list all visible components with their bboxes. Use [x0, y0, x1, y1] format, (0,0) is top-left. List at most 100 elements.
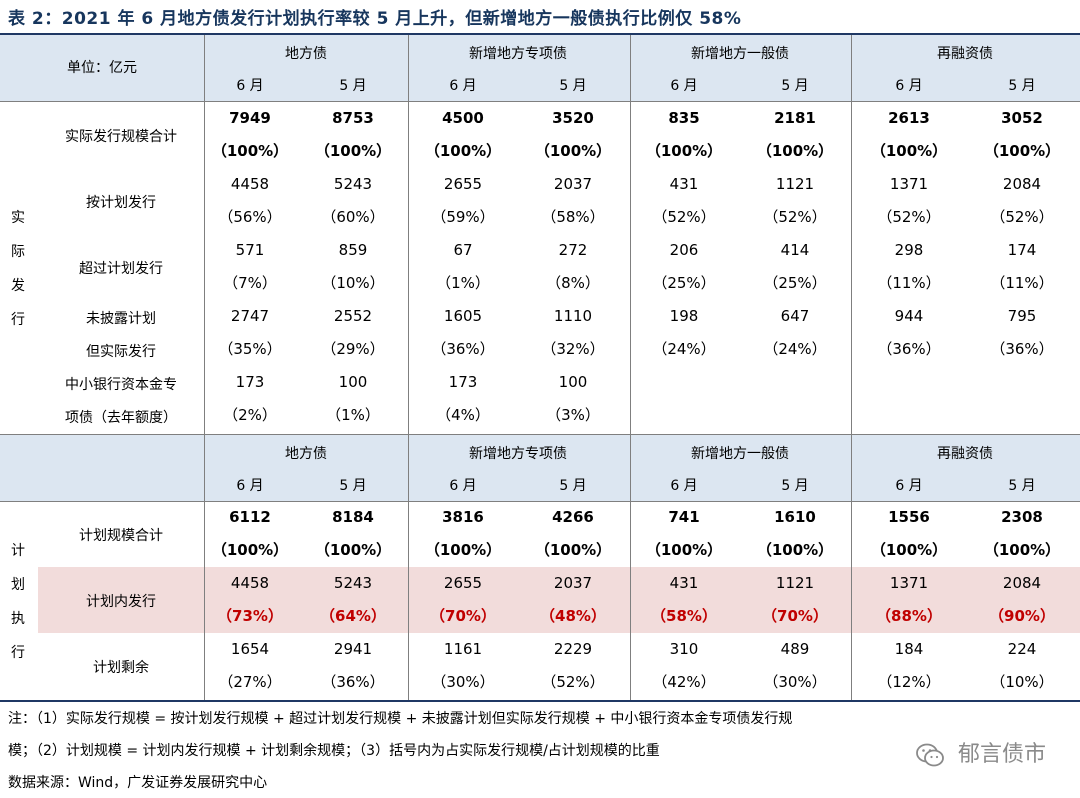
percent-cell: （27%）: [218, 673, 282, 691]
top-rule: [0, 33, 1080, 35]
value-cell: 1121: [775, 175, 815, 193]
percent-cell: （70%）: [762, 607, 828, 625]
value-cell: [854, 366, 964, 399]
value-cell: [740, 366, 850, 399]
value-cell: 2308: [1001, 508, 1043, 526]
percent-cell: （100%）: [756, 541, 834, 559]
watermark-text: 郁言债市: [957, 742, 1046, 767]
column-divider: [408, 35, 409, 701]
month-header: 5 月: [339, 478, 367, 494]
group-header: 地方债: [285, 446, 327, 462]
value-cell: 2181: [774, 109, 816, 127]
percent-cell: （52%）: [541, 673, 605, 691]
percent-cell: （8%）: [546, 274, 600, 292]
percent-cell: （42%）: [652, 673, 716, 691]
percent-cell: （11%）: [990, 274, 1054, 292]
percent-cell: （1%）: [326, 406, 380, 424]
percent-cell: （100%）: [534, 541, 612, 559]
percent-cell: （100%）: [870, 142, 948, 160]
percent-cell: （100%）: [983, 142, 1061, 160]
value-cell: 2655: [443, 574, 483, 592]
percent-cell: （100%）: [870, 541, 948, 559]
table-title: 表 2：2021 年 6 月地方债发行计划执行率较 5 月上升，但新增地方一般债…: [8, 9, 742, 29]
column-divider: [204, 35, 205, 701]
side-label-char: 发: [11, 278, 25, 294]
percent-cell: （60%）: [321, 208, 385, 226]
value-cell: [629, 366, 739, 399]
percent-cell: （32%）: [541, 340, 605, 358]
value-cell: 198: [669, 307, 699, 325]
percent-cell: （52%）: [763, 208, 827, 226]
side-label-char: 执: [11, 611, 25, 627]
percent-cell: （59%）: [431, 208, 495, 226]
value-cell: 173: [448, 373, 478, 391]
percent-cell: （73%）: [217, 607, 283, 625]
percent-cell: （58%）: [541, 208, 605, 226]
month-header: 6 月: [670, 78, 698, 94]
column-divider: [851, 35, 852, 701]
percent-cell: [854, 399, 964, 432]
value-cell: 859: [338, 241, 368, 259]
group-header: 新增地方一般债: [691, 446, 789, 462]
month-header: 6 月: [236, 478, 264, 494]
value-cell: 2037: [553, 574, 593, 592]
value-cell: 5243: [333, 574, 373, 592]
percent-cell: （100%）: [534, 142, 612, 160]
month-header: 5 月: [781, 478, 809, 494]
percent-cell: （11%）: [877, 274, 941, 292]
percent-cell: （10%）: [990, 673, 1054, 691]
value-cell: 2747: [230, 307, 270, 325]
percent-cell: （2%）: [223, 406, 277, 424]
value-cell: 2655: [443, 175, 483, 193]
percent-cell: （100%）: [424, 142, 502, 160]
note-line-1: 注：（1）实际发行规模 = 按计划发行规模 + 超过计划发行规模 + 未披露计划…: [8, 711, 793, 727]
percent-cell: （100%）: [314, 142, 392, 160]
group-header: 新增地方一般债: [691, 46, 789, 62]
percent-cell: （100%）: [211, 142, 289, 160]
value-cell: 2084: [1002, 175, 1042, 193]
row-label: 计划剩余: [93, 660, 149, 676]
value-cell: 1161: [443, 640, 483, 658]
row-label: 计划规模合计: [79, 528, 163, 544]
month-header: 5 月: [559, 78, 587, 94]
value-cell: 1121: [775, 574, 815, 592]
percent-cell: （3%）: [546, 406, 600, 424]
percent-cell: [967, 399, 1077, 432]
percent-cell: （30%）: [763, 673, 827, 691]
value-cell: 298: [894, 241, 924, 259]
value-cell: 2552: [333, 307, 373, 325]
value-cell: 4458: [230, 175, 270, 193]
month-header: 5 月: [559, 478, 587, 494]
value-cell: 431: [669, 574, 699, 592]
value-cell: 1371: [889, 175, 929, 193]
row-label: 计划内发行: [86, 594, 156, 610]
value-cell: 2613: [888, 109, 930, 127]
percent-cell: （24%）: [763, 340, 827, 358]
wechat-icon: [916, 743, 944, 767]
value-cell: 1371: [889, 574, 929, 592]
value-cell: [967, 366, 1077, 399]
month-header: 5 月: [339, 78, 367, 94]
unit-label: 单位：亿元: [67, 60, 137, 76]
side-label-char: 行: [11, 645, 25, 661]
value-cell: 100: [338, 373, 368, 391]
value-cell: 835: [668, 109, 700, 127]
percent-cell: （100%）: [314, 541, 392, 559]
value-cell: 1556: [888, 508, 930, 526]
value-cell: 224: [1007, 640, 1037, 658]
value-cell: 571: [235, 241, 265, 259]
group-header: 地方债: [285, 46, 327, 62]
percent-cell: （48%）: [540, 607, 606, 625]
percent-cell: （36%）: [321, 673, 385, 691]
percent-cell: （36%）: [990, 340, 1054, 358]
value-cell: 489: [780, 640, 810, 658]
percent-cell: （4%）: [436, 406, 490, 424]
value-cell: 1605: [443, 307, 483, 325]
value-cell: 173: [235, 373, 265, 391]
month-header: 5 月: [1008, 478, 1036, 494]
percent-cell: （100%）: [424, 541, 502, 559]
column-divider: [630, 35, 631, 701]
value-cell: 2084: [1002, 574, 1042, 592]
month-header: 6 月: [670, 478, 698, 494]
group-header: 再融资债: [937, 46, 993, 62]
